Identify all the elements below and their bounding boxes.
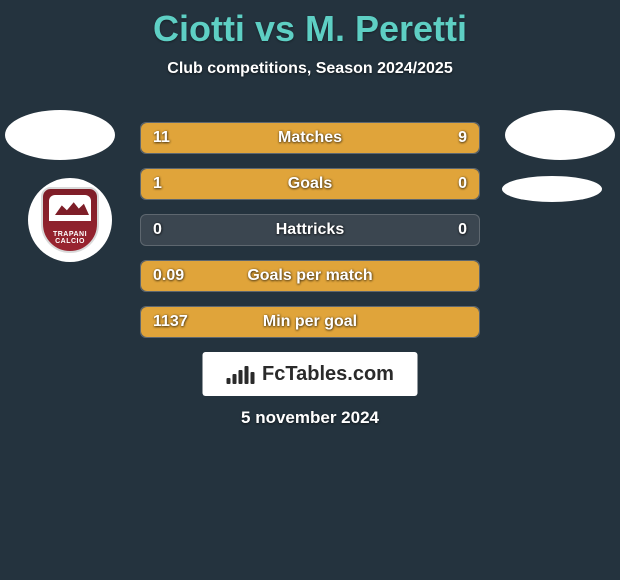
club-badge-left: TRAPANI CALCIO — [28, 178, 112, 262]
stat-value-right: 0 — [458, 221, 467, 239]
club-badge-right — [502, 176, 602, 202]
stat-label: Hattricks — [141, 221, 479, 239]
stat-label: Matches — [141, 129, 479, 147]
stat-row: 0.09Goals per match — [140, 260, 480, 292]
stat-label: Min per goal — [141, 313, 479, 331]
player-avatar-right — [505, 110, 615, 160]
brand-badge: FcTables.com — [203, 352, 418, 396]
club-badge-left-text: TRAPANI CALCIO — [43, 231, 97, 245]
stat-label: Goals per match — [141, 267, 479, 285]
page-subtitle: Club competitions, Season 2024/2025 — [0, 60, 620, 78]
player-avatar-left — [5, 110, 115, 160]
stat-value-right: 0 — [458, 175, 467, 193]
stats-region: 11Matches91Goals00Hattricks00.09Goals pe… — [140, 122, 480, 352]
stat-value-right: 9 — [458, 129, 467, 147]
stat-row: 11Matches9 — [140, 122, 480, 154]
bar-chart-icon — [226, 364, 256, 384]
stat-row: 1Goals0 — [140, 168, 480, 200]
date-label: 5 november 2024 — [0, 408, 620, 428]
brand-text: FcTables.com — [262, 363, 394, 386]
page-title: Ciotti vs M. Peretti — [0, 0, 620, 50]
stat-label: Goals — [141, 175, 479, 193]
stat-row: 1137Min per goal — [140, 306, 480, 338]
stat-row: 0Hattricks0 — [140, 214, 480, 246]
shield-icon: TRAPANI CALCIO — [41, 187, 99, 253]
